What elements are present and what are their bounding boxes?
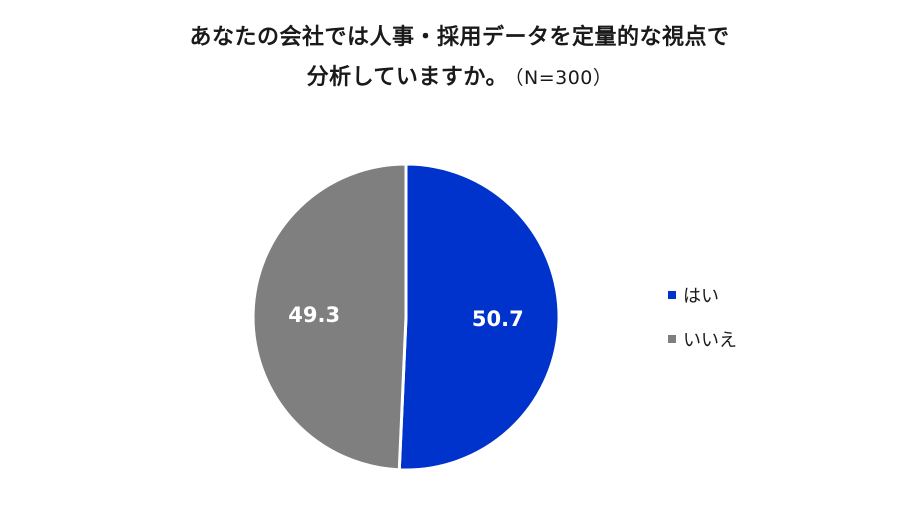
- legend-item-yes: はい: [668, 284, 737, 307]
- chart-title: あなたの会社では人事・採用データを定量的な視点で 分析していますか。 （N=300…: [0, 18, 919, 98]
- data-label-yes: 50.7: [472, 307, 524, 331]
- chart-legend: はい いいえ: [668, 284, 737, 372]
- legend-label-yes: はい: [683, 286, 719, 307]
- legend-swatch-yes: [668, 291, 676, 299]
- chart-title-line-1: あなたの会社では人事・採用データを定量的な視点で: [189, 25, 730, 50]
- chart-title-line-2: 分析していますか。 （N=300）: [0, 58, 919, 98]
- data-label-no: 49.3: [288, 303, 340, 327]
- legend-label-no: いいえ: [683, 330, 737, 351]
- legend-swatch-no: [668, 335, 676, 343]
- pie-slice-no: [251, 162, 408, 472]
- legend-item-no: いいえ: [668, 328, 737, 351]
- pie-slice-yes: [397, 162, 561, 472]
- chart-sample-size: （N=300）: [514, 67, 613, 89]
- chart-title-line-2-text: 分析していますか。: [306, 65, 508, 90]
